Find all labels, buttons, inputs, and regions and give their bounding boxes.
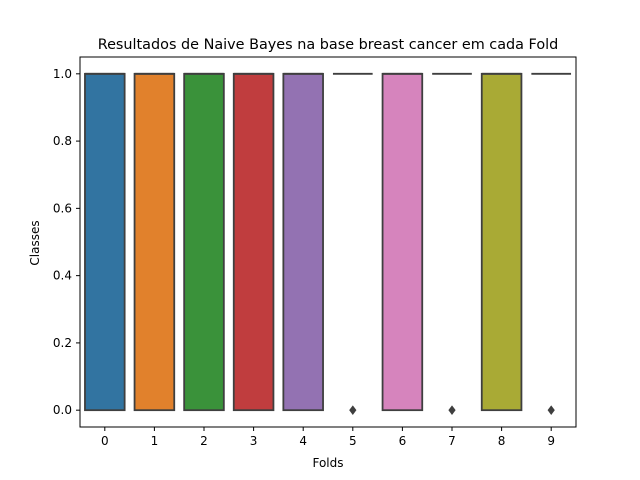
y-axis: 0.0 0.2 0.4 0.6 0.8 1.0 (53, 67, 80, 417)
y-tick-label: 0.8 (53, 134, 72, 148)
x-axis-label: Folds (312, 456, 343, 470)
outlier-point (547, 405, 555, 416)
y-tick-label: 0.4 (53, 269, 72, 283)
box-fold-2 (183, 72, 225, 412)
plot-area (84, 72, 572, 416)
x-tick-label: 4 (299, 434, 307, 448)
x-tick-label: 3 (250, 434, 258, 448)
x-axis: 0 1 2 3 4 5 6 7 8 9 (101, 427, 555, 448)
axes-spines (79, 56, 577, 428)
y-tick-label: 0.0 (53, 403, 72, 417)
chart-title: Resultados de Naive Bayes na base breast… (98, 37, 559, 53)
y-tick-label: 1.0 (53, 67, 72, 81)
box-body (480, 72, 523, 412)
box-body (133, 72, 176, 412)
x-tick-label: 7 (448, 434, 456, 448)
x-tick-label: 0 (101, 434, 109, 448)
box-fold-8 (480, 72, 523, 412)
box-fold-5 (332, 72, 373, 416)
box-fold-1 (133, 72, 176, 412)
x-tick-label: 8 (498, 434, 506, 448)
y-axis-label: Classes (28, 220, 42, 265)
x-tick-label: 1 (151, 434, 159, 448)
box-fold-4 (282, 72, 324, 412)
box-body (232, 72, 275, 412)
box-body (84, 72, 126, 412)
x-tick-label: 5 (349, 434, 357, 448)
x-tick-label: 2 (200, 434, 208, 448)
y-tick-label: 0.2 (53, 336, 72, 350)
y-tick-label: 0.6 (53, 201, 72, 215)
box-body (282, 72, 324, 412)
box-fold-0 (84, 72, 126, 412)
box-body (183, 72, 225, 412)
box-fold-6 (381, 72, 424, 412)
box-body (381, 72, 424, 412)
x-tick-label: 9 (547, 434, 555, 448)
axes-frame (79, 56, 577, 428)
x-tick-label: 6 (399, 434, 407, 448)
outlier-point (349, 405, 357, 416)
box-fold-7 (432, 72, 472, 416)
box-fold-3 (232, 72, 275, 412)
outlier-point (448, 405, 456, 416)
box-fold-9 (531, 72, 572, 416)
